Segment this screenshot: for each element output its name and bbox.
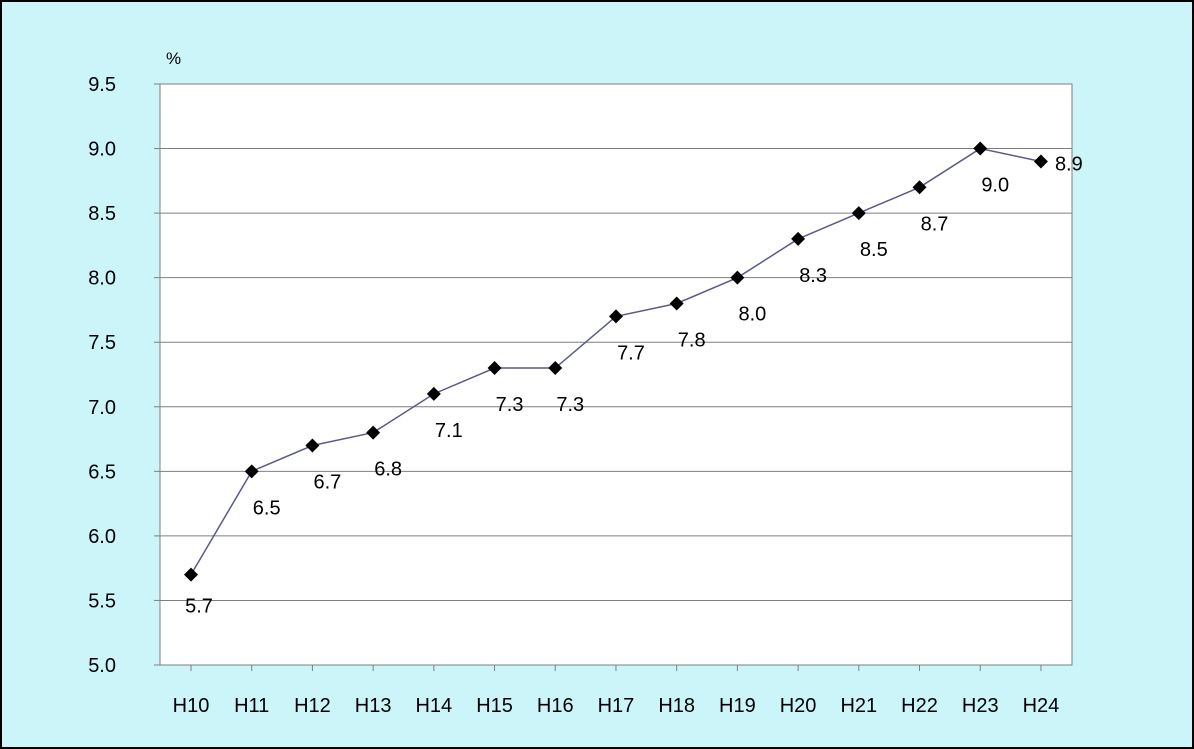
x-tick-label: H20 [780, 695, 817, 717]
x-tick-label: H14 [415, 695, 452, 717]
data-label: 6.5 [253, 497, 281, 519]
data-label: 7.1 [435, 420, 463, 442]
data-label: 7.3 [556, 394, 584, 416]
y-tick-label: 9.5 [88, 74, 116, 96]
data-labels: 5.7 6.5 6.7 6.8 7.1 7.3 7.3 7.7 7.8 8.0 8.3 8.5 8.7 9… [185, 153, 1083, 617]
y-tick-label: 6.0 [88, 526, 116, 548]
x-tick-label: H21 [840, 695, 877, 717]
data-point [548, 361, 563, 376]
x-tick-label: H12 [294, 695, 331, 717]
y-tick-label: 9.0 [88, 139, 116, 161]
x-tick-label: H22 [901, 695, 938, 717]
plot-area [159, 83, 1073, 666]
markers [184, 141, 1048, 582]
data-label: 9.0 [981, 175, 1009, 197]
x-axis-ticks: H10 H11 H12 H13 H14 H15 H16 H17 H18 H19 H20 H21 H22 H… [173, 665, 1060, 717]
y-tick-label: 6.5 [88, 461, 116, 483]
data-label: 8.3 [799, 265, 827, 287]
data-point [366, 425, 381, 440]
data-label: 6.7 [314, 472, 342, 494]
x-tick-label: H23 [962, 695, 999, 717]
y-tick-label: 7.5 [88, 332, 116, 354]
data-point [608, 309, 623, 324]
data-point [669, 296, 684, 311]
x-tick-label: H17 [598, 695, 635, 717]
data-point [487, 361, 502, 376]
x-tick-label: H18 [658, 695, 695, 717]
data-point [851, 206, 866, 221]
data-point [184, 567, 198, 582]
y-unit-label: % [166, 49, 181, 68]
data-label: 7.7 [617, 342, 645, 364]
y-tick-label: 5.0 [88, 655, 116, 677]
x-tick-label: H10 [173, 695, 210, 717]
data-point [426, 386, 441, 401]
data-point [244, 464, 259, 479]
x-tick-label: H19 [719, 695, 756, 717]
data-point [791, 231, 806, 246]
y-axis-ticks: 5.0 5.5 6.0 6.5 7.0 7.5 8.0 8.5 9.0 9.5 [88, 74, 160, 677]
y-tick-label: 8.5 [88, 203, 116, 225]
y-tick-label: 8.0 [88, 268, 116, 290]
data-point [730, 270, 745, 285]
data-label: 8.5 [860, 239, 888, 261]
data-point [1033, 154, 1048, 169]
x-tick-label: H15 [476, 695, 513, 717]
data-label: 8.0 [738, 304, 766, 326]
data-label: 8.7 [921, 213, 949, 235]
y-tick-label: 7.0 [88, 397, 116, 419]
data-label: 6.8 [374, 459, 402, 481]
data-label: 8.9 [1055, 153, 1083, 175]
x-tick-label: H11 [234, 695, 269, 717]
x-tick-label: H24 [1023, 695, 1060, 717]
data-point [912, 180, 927, 195]
data-label: 5.7 [185, 596, 213, 618]
data-point [305, 438, 320, 453]
data-point [973, 141, 988, 156]
x-tick-label: H16 [537, 695, 574, 717]
data-label: 7.8 [678, 329, 706, 351]
x-tick-label: H13 [355, 695, 392, 717]
y-tick-label: 5.5 [88, 590, 116, 612]
data-label: 7.3 [496, 394, 524, 416]
